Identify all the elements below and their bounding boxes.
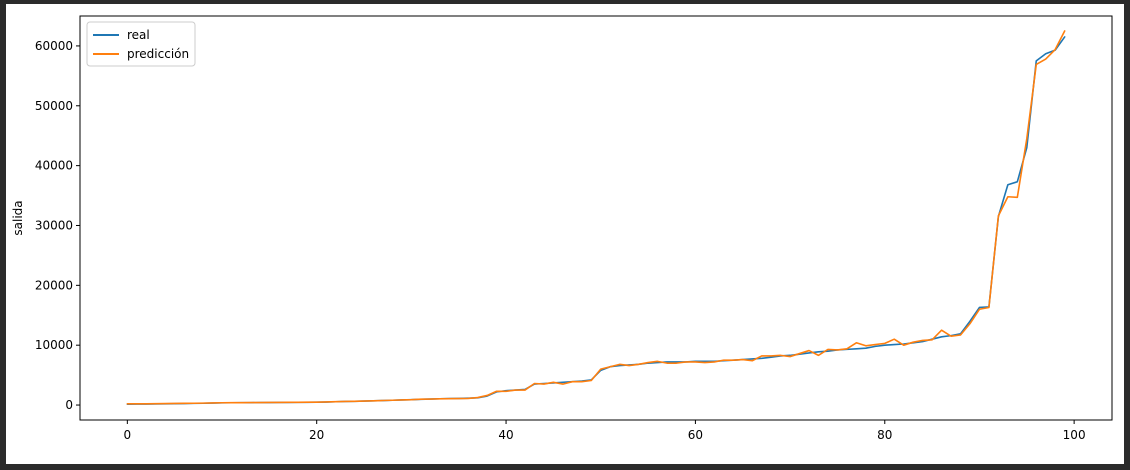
legend-label: predicción xyxy=(127,47,189,61)
plot-area-border xyxy=(79,15,1113,421)
legend-label: real xyxy=(127,28,150,42)
x-tick-label: 60 xyxy=(688,428,703,442)
legend: real predicción xyxy=(86,21,196,67)
x-tick-label: 100 xyxy=(1063,428,1086,442)
y-tick-label: 30000 xyxy=(35,218,73,232)
line-chart: 0 20 40 60 80 100 0 10000 20000 30000 40000 50000 60… xyxy=(11,15,1113,442)
y-axis-label: salida xyxy=(11,200,25,235)
axes: 0 20 40 60 80 100 0 10000 20000 30000 40000 50000 60… xyxy=(11,15,1113,442)
y-tick-label: 60000 xyxy=(35,39,73,53)
x-tick-label: 40 xyxy=(498,428,513,442)
x-tick-label: 0 xyxy=(124,428,132,442)
y-tick-label: 10000 xyxy=(35,338,73,352)
figure-frame: 0 20 40 60 80 100 0 10000 20000 30000 40000 50000 60… xyxy=(6,4,1124,464)
series-line-prediccion xyxy=(126,30,1066,405)
series-line-real xyxy=(126,36,1066,405)
x-tick-label: 20 xyxy=(309,428,324,442)
series-lines xyxy=(126,30,1066,405)
y-tick-label: 40000 xyxy=(35,159,73,173)
y-tick-label: 0 xyxy=(65,398,73,412)
y-tick-label: 50000 xyxy=(35,99,73,113)
x-tick-label: 80 xyxy=(877,428,892,442)
y-tick-label: 20000 xyxy=(35,278,73,292)
